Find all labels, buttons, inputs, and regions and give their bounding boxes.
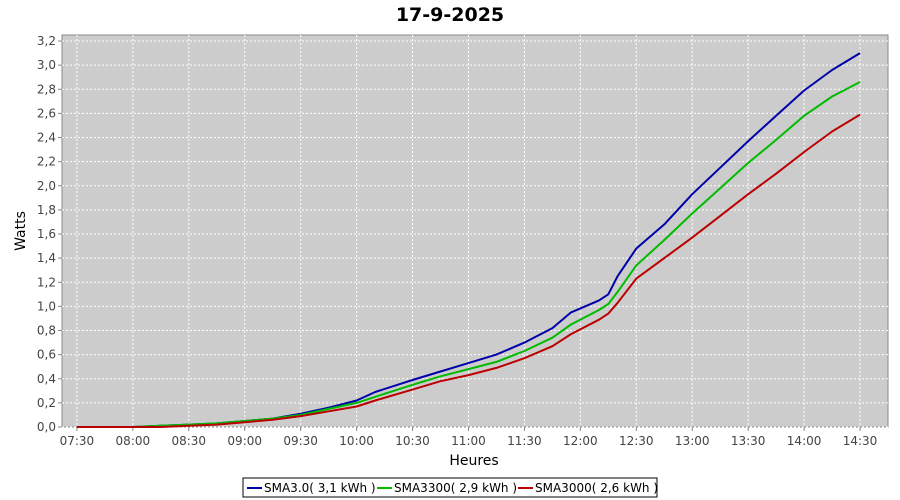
x-tick-label: 12:00 <box>563 434 598 448</box>
y-tick-label: 0,8 <box>37 324 56 338</box>
x-tick-label: 07:30 <box>60 434 95 448</box>
x-tick-label: 12:30 <box>619 434 654 448</box>
x-tick-label: 13:00 <box>675 434 710 448</box>
y-tick-label: 0,4 <box>37 372 56 386</box>
x-tick-label: 11:30 <box>507 434 542 448</box>
legend-label: SMA3.0( 3,1 kWh ) <box>264 481 376 495</box>
y-tick-label: 0,2 <box>37 396 56 410</box>
y-tick-label: 3,2 <box>37 34 56 48</box>
x-tick-label: 14:00 <box>787 434 822 448</box>
legend: SMA3.0( 3,1 kWh ) SMA3300( 2,9 kWh ) SMA30… <box>242 477 658 498</box>
x-tick-label: 14:30 <box>843 434 878 448</box>
legend-label: SMA3000( 2,6 kWh ) <box>535 481 658 495</box>
y-tick-label: 1,2 <box>37 275 56 289</box>
y-tick-label: 2,2 <box>37 155 56 169</box>
legend-label: SMA3300( 2,9 kWh ) <box>394 481 517 495</box>
x-tick-label: 08:30 <box>171 434 206 448</box>
y-tick-label: 1,4 <box>37 251 56 265</box>
y-axis-label: Watts <box>13 211 29 251</box>
x-tick-label: 13:30 <box>731 434 766 448</box>
y-axis: 0,0 0,2 0,4 0,6 0,8 1,0 1,2 1,4 1,6 1,8 2,0 2,2 2,4 2… <box>37 34 62 434</box>
chart-title: 17-9-2025 <box>396 4 504 26</box>
y-tick-label: 2,6 <box>37 106 56 120</box>
y-tick-label: 2,0 <box>37 179 56 193</box>
x-axis: 07:30 08:00 08:30 09:00 09:30 10:00 10:30 11:00… <box>60 427 878 448</box>
series-layer <box>76 52 861 428</box>
y-tick-label: 0,0 <box>37 420 56 434</box>
series-line-2 <box>76 81 861 428</box>
x-tick-label: 08:00 <box>116 434 151 448</box>
x-tick-label: 09:00 <box>227 434 262 448</box>
x-tick-label: 11:00 <box>451 434 486 448</box>
y-tick-label: 2,8 <box>37 82 56 96</box>
y-tick-label: 1,8 <box>37 203 56 217</box>
x-tick-label: 10:30 <box>395 434 430 448</box>
y-tick-label: 2,4 <box>37 131 56 145</box>
y-tick-label: 1,6 <box>37 227 56 241</box>
y-tick-label: 0,6 <box>37 348 56 362</box>
grid-lines <box>62 35 888 428</box>
y-tick-label: 3,0 <box>37 58 56 72</box>
x-tick-label: 09:30 <box>283 434 318 448</box>
x-axis-label: Heures <box>449 453 498 469</box>
x-tick-label: 10:00 <box>339 434 374 448</box>
y-tick-label: 1,0 <box>37 299 56 313</box>
legend-box <box>242 477 658 498</box>
series-line-3 <box>76 113 861 428</box>
